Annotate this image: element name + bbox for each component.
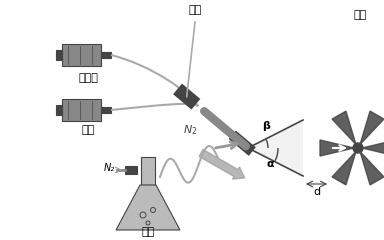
Text: 样品: 样品 (141, 227, 155, 237)
Bar (56, 105, 62, 115)
Text: d: d (313, 187, 320, 197)
Polygon shape (332, 111, 356, 144)
Bar (125, 166, 137, 174)
Bar (101, 52, 111, 58)
Text: $N_2$: $N_2$ (183, 123, 197, 137)
Bar (141, 157, 155, 185)
Polygon shape (116, 185, 180, 230)
Text: 甲醇: 甲醇 (81, 125, 94, 135)
Polygon shape (362, 140, 384, 156)
Bar (56, 50, 62, 60)
Text: N₂: N₂ (103, 163, 114, 173)
FancyArrow shape (199, 150, 245, 179)
Polygon shape (320, 140, 354, 156)
Polygon shape (248, 120, 303, 176)
Text: 电压: 电压 (189, 5, 202, 15)
FancyBboxPatch shape (62, 99, 101, 121)
Polygon shape (332, 151, 356, 185)
Polygon shape (360, 151, 384, 185)
Text: α: α (266, 159, 274, 169)
Circle shape (353, 143, 363, 153)
Text: β: β (262, 121, 270, 131)
FancyBboxPatch shape (62, 44, 101, 66)
Text: 萃取剂: 萃取剂 (78, 73, 98, 83)
Text: 质谱: 质谱 (353, 10, 367, 20)
Polygon shape (360, 111, 384, 144)
Bar (101, 107, 111, 113)
